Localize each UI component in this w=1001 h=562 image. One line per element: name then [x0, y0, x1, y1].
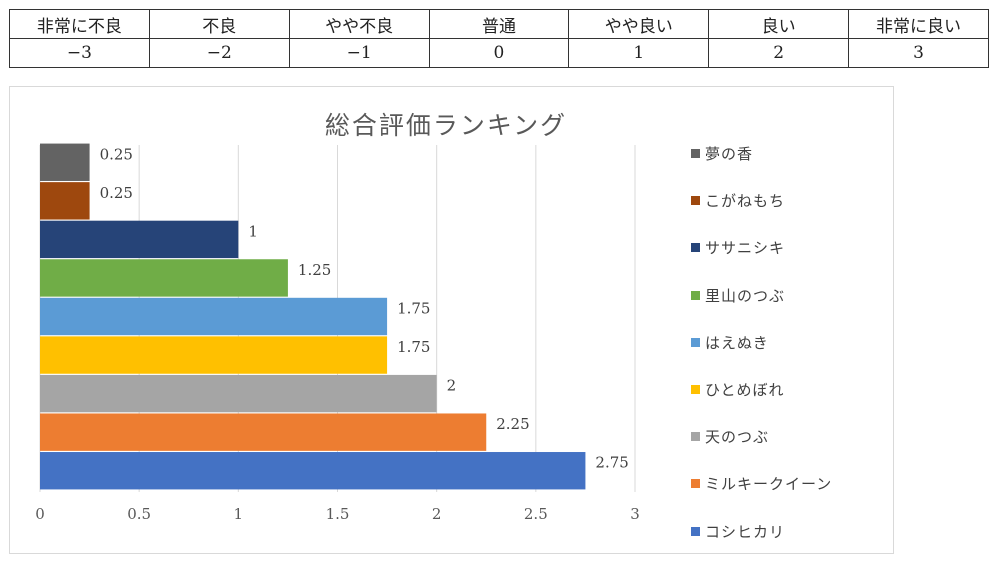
legend-swatch: [691, 479, 700, 489]
chart-area[interactable]: 0 0.5 1 1.5 2 2.5 3 2.75 2.25 2 1.75 1.75 1.25 1 0.25 0…: [9, 86, 894, 554]
legend-label: ササニシキ: [705, 239, 786, 258]
legend-swatch: [691, 385, 700, 395]
data-label: 0.25: [100, 145, 133, 163]
x-tick-label: 2.5: [524, 505, 548, 523]
bar-9: [40, 143, 90, 181]
scale-label-cell: 良い: [708, 9, 850, 39]
legend-label: 里山のつぶ: [705, 286, 786, 305]
scale-label-cell: 非常に良い: [848, 9, 989, 39]
legend-label: はえぬき: [705, 333, 769, 352]
scale-value-cell: −2: [148, 38, 290, 68]
scale-label-cell: やや不良: [288, 9, 430, 39]
legend-swatch: [691, 337, 700, 347]
legend-swatch: [691, 243, 700, 253]
data-label: 2.75: [595, 454, 628, 472]
legend-swatch: [691, 196, 700, 206]
data-label: 1: [248, 222, 258, 240]
legend-item: こがねもち: [691, 177, 832, 224]
legend-swatch: [691, 432, 700, 442]
legend-label: 天のつぶ: [705, 428, 770, 447]
x-tick-label: 0: [35, 505, 45, 523]
x-tick-label: 0.5: [127, 505, 151, 523]
bar-7: [40, 220, 239, 259]
scale-label-cell: やや良い: [568, 9, 710, 39]
legend-label: 夢の香: [705, 145, 754, 164]
data-label: 2: [447, 377, 457, 395]
scale-label-cell: 不良: [148, 9, 290, 39]
scale-label-row: 非常に不良 不良 やや不良 普通 やや良い 良い 非常に良い: [9, 9, 989, 39]
rating-scale-table: 非常に不良 不良 やや不良 普通 やや良い 良い 非常に良い −3 −2 −1 …: [9, 9, 989, 68]
bar-1: [40, 452, 586, 490]
scale-value-row: −3 −2 −1 0 1 2 3: [9, 38, 989, 68]
scale-value-cell: −3: [9, 38, 150, 68]
legend-label: コシヒカリ: [705, 522, 786, 541]
legend-item: 夢の香: [691, 130, 832, 177]
legend-label: こがねもち: [705, 192, 786, 211]
bar-2: [40, 413, 487, 451]
data-label: 1.75: [397, 300, 430, 318]
legend-label: ひとめぼれ: [705, 381, 785, 400]
scale-value-cell: 3: [848, 38, 989, 68]
scale-value-cell: 1: [568, 38, 710, 68]
scale-label-cell: 普通: [428, 9, 570, 39]
legend-item: ササニシキ: [691, 224, 832, 271]
data-label: 0.25: [100, 184, 133, 202]
x-tick-label: 1.5: [326, 505, 350, 523]
bar-4: [40, 336, 388, 374]
x-tick-label: 1: [234, 505, 244, 523]
data-label: 2.25: [496, 415, 529, 433]
bar-chart-canvas: 0 0.5 1 1.5 2 2.5 3 2.75 2.25 2 1.75 1.75 1.25 1 0.25 0…: [35, 143, 640, 523]
legend-item: ミルキークイーン: [691, 460, 832, 507]
legend-item: ひとめぼれ: [691, 366, 832, 413]
data-label: 1.25: [298, 261, 331, 279]
chart-title: 総合評価ランキング: [324, 111, 568, 140]
bar-5: [40, 297, 388, 336]
chart-legend: 夢の香 こがねもち ササニシキ 里山のつぶ はえぬき ひとめぼれ 天のつぶ ミル…: [691, 130, 832, 555]
legend-label: ミルキークイーン: [705, 475, 833, 494]
bar-8: [40, 182, 90, 220]
scale-value-cell: 2: [708, 38, 850, 68]
x-tick-label: 2: [432, 505, 442, 523]
x-tick-label: 3: [630, 505, 640, 523]
scale-label-cell: 非常に不良: [9, 9, 150, 39]
scale-value-cell: 0: [428, 38, 570, 68]
legend-item: 天のつぶ: [691, 413, 832, 460]
legend-swatch: [691, 290, 700, 300]
legend-item: 里山のつぶ: [691, 272, 832, 319]
legend-item: はえぬき: [691, 319, 832, 366]
legend-swatch: [691, 526, 700, 536]
legend-item: コシヒカリ: [691, 508, 832, 555]
bar-3: [40, 374, 437, 413]
data-label: 1.75: [397, 338, 430, 356]
legend-swatch: [691, 149, 700, 159]
bar-6: [40, 259, 288, 297]
scale-value-cell: −1: [288, 38, 430, 68]
